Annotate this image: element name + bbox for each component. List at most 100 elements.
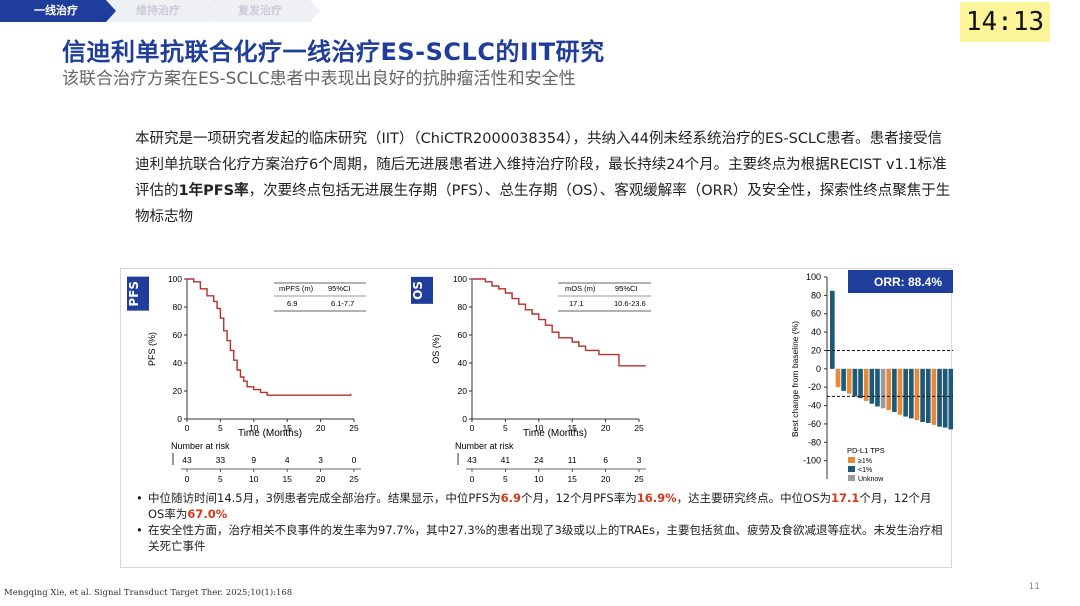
os-table-v2: 10.6-23.6: [614, 299, 646, 308]
pfs-ytick-label: 60: [173, 330, 183, 340]
notes-list: 中位随访时间14.5月，3例患者完成全部治疗。结果显示，中位PFS为6.9个月，…: [136, 490, 946, 554]
os-table-h2: 95%CI: [615, 284, 638, 293]
pfs-risk-tick-label: 15: [282, 474, 292, 484]
orr-ytick-label: -100: [803, 456, 821, 466]
note-0-segment-0: 中位随访时间14.5月，3例患者完成全部治疗。结果显示，中位PFS为: [148, 491, 501, 505]
orr-legend-high: ≥1%: [858, 458, 872, 465]
orr-bar: [863, 368, 869, 401]
pfs-xtick-label: 5: [218, 423, 223, 433]
page-subtitle: 该联合治疗方案在ES-SCLC患者中表现出良好的抗肿瘤活性和安全性: [62, 69, 576, 89]
orr-legend-low: <1%: [858, 467, 872, 474]
pfs-xtick-label: 25: [349, 423, 359, 433]
os-xtick-label: 10: [534, 423, 544, 433]
section-tabs: 一线治疗 维持治疗 复发治疗: [0, 0, 320, 22]
os-table-h1: mOS (m): [565, 284, 596, 293]
os-risk-count: 6: [603, 455, 608, 465]
pfs-xtick-label: 10: [249, 423, 259, 433]
os-risk-tick-label: 25: [634, 474, 644, 484]
os-ylabel: OS (%): [431, 334, 441, 364]
os-curve: [472, 278, 646, 367]
pfs-risk-tick-label: 25: [349, 474, 359, 484]
note-0-segment-5: 17.1: [831, 491, 860, 505]
orr-ytick-label: 80: [811, 290, 821, 300]
intro-text-2: ，次要终点包括无进展生存期（PFS）、总生存期（OS）、客观缓解率（ORR）及安…: [135, 183, 951, 225]
os-risk-title: Number at risk: [455, 441, 514, 451]
note-0-segment-1: 6.9: [500, 491, 521, 505]
pfs-table-h1: mPFS (m): [279, 284, 314, 293]
orr-bar: [903, 368, 908, 417]
orr-bar: [875, 368, 880, 407]
pfs-risk-count: 4: [285, 455, 290, 465]
os-risk-tick-label: 5: [503, 474, 508, 484]
pfs-risk-tick-label: 20: [316, 474, 326, 484]
os-xtick-label: 25: [634, 423, 644, 433]
orr-ylabel: Best change from baseline (%): [790, 321, 800, 437]
pfs-risk-title: Number at risk: [171, 441, 230, 451]
tab-maintenance[interactable]: 维持治疗: [108, 0, 218, 22]
os-ytick-label: 80: [458, 302, 468, 312]
orr-bar: [914, 368, 920, 421]
pfs-ytick-label: 0: [177, 414, 182, 424]
orr-title-box: [848, 270, 953, 293]
pfs-median-table: mPFS (m) 95%CI 6.9 6.1-7.7: [274, 282, 366, 312]
os-risk-tick-label: 15: [567, 474, 577, 484]
orr-legend-swatch-unknown: [848, 475, 855, 481]
note-0-segment-6: 个月，12个月OS率为: [148, 491, 932, 521]
os-xtick-label: 20: [601, 423, 611, 433]
os-ytick-label: 60: [458, 330, 468, 340]
pfs-table-h2: 95%CI: [328, 284, 351, 293]
pfs-ylabel: PFS (%): [147, 332, 157, 366]
note-0-segment-7: 67.0%: [187, 507, 228, 521]
page-title: 信迪利单抗联合化疗一线治疗ES-SCLC的IIT研究: [62, 38, 605, 66]
pfs-risk-count: 43: [182, 455, 192, 465]
pfs-risk-count: 0: [352, 455, 357, 465]
os-risk-count: 43: [467, 455, 477, 465]
os-ytick-label: 0: [462, 414, 467, 424]
citation: Mengqing Xie, et al. Signal Transduct Ta…: [4, 588, 293, 598]
pfs-curve: [187, 278, 352, 396]
tab-relapse[interactable]: 复发治疗: [210, 0, 320, 22]
orr-ytick-label: 100: [806, 272, 821, 282]
orr-bar: [880, 368, 886, 409]
orr-bar: [830, 290, 835, 369]
os-xtick-label: 5: [503, 423, 508, 433]
note-0-segment-2: 个月，12个月PFS率为: [520, 491, 637, 505]
os-risk-count: 3: [637, 455, 642, 465]
tab-first-line[interactable]: 一线治疗: [0, 0, 116, 22]
pfs-risk-count: 33: [216, 455, 226, 465]
orr-bar: [886, 368, 892, 411]
intro-bold: 1年PFS率: [178, 183, 249, 199]
pfs-xtick-label: 15: [282, 423, 292, 433]
pfs-table-v2: 6.1-7.7: [331, 299, 354, 308]
pfs-table-v1: 6.9: [287, 299, 297, 308]
orr-ytick-label: 60: [811, 309, 821, 319]
page-number: 11: [1028, 582, 1040, 592]
os-ytick-label: 20: [458, 386, 468, 396]
pfs-risk-count: 9: [251, 455, 256, 465]
orr-bar: [852, 368, 858, 397]
orr-legend: PD-L1 TPS ≥1% <1% Unknow: [847, 446, 885, 483]
orr-bar: [948, 368, 953, 430]
pfs-risk-count: 3: [318, 455, 323, 465]
orr-ytick-label: -80: [808, 437, 821, 447]
note-item-safety: 在安全性方面，治疗相关不良事件的发生率为97.7%，其中27.3%的患者出现了3…: [136, 522, 946, 554]
pfs-risk-tick-label: 5: [218, 474, 223, 484]
note-0-segment-4: ，达主要研究终点。中位OS为: [676, 491, 831, 505]
orr-bar: [920, 368, 925, 423]
orr-ytick-label: 40: [811, 327, 821, 337]
pfs-ytick-label: 100: [168, 274, 182, 284]
orr-bar: [858, 368, 863, 399]
intro-paragraph: 本研究是一项研究者发起的临床研究（IIT）（ChiCTR2000038354），…: [135, 126, 955, 230]
orr-ytick-label: 0: [816, 364, 821, 374]
os-xlabel: Time (Months): [523, 428, 587, 439]
os-ytick-label: 40: [458, 358, 468, 368]
orr-ytick-label: -60: [808, 419, 821, 429]
orr-bar: [937, 368, 942, 427]
orr-bar: [892, 368, 897, 412]
orr-legend-title: PD-L1 TPS: [847, 446, 885, 455]
os-risk-count: 41: [501, 455, 511, 465]
orr-ytick-label: 20: [811, 345, 821, 355]
orr-ytick-label: -40: [808, 401, 821, 411]
pfs-risk-tick-label: 10: [249, 474, 259, 484]
